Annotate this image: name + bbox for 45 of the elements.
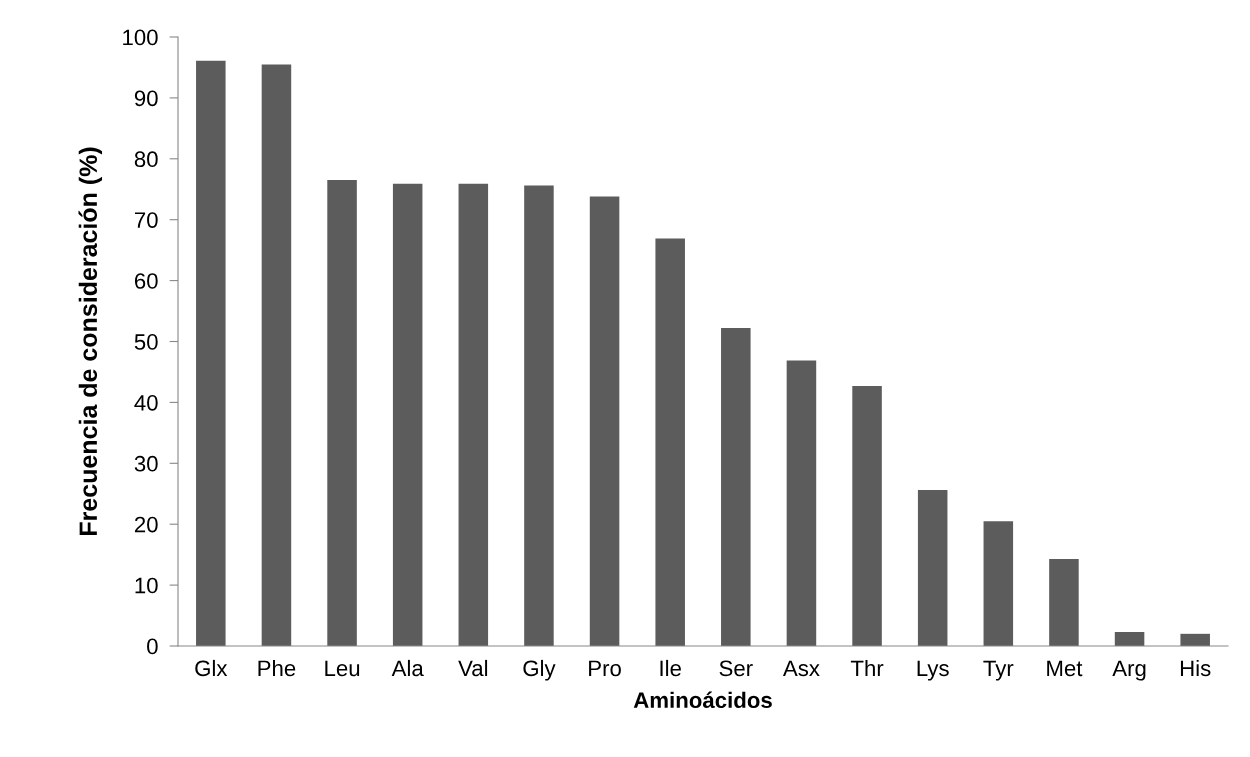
y-tick-label: 40 [134,394,158,411]
y-axis-title: Frecuencia de consideración (%) [78,147,103,536]
bar [1049,558,1079,646]
bar [721,328,751,646]
y-tick-label: 60 [134,273,158,289]
y-tick-label: 30 [134,455,158,472]
x-tick-label: Ala [391,659,424,677]
y-tick-label: 10 [135,577,158,594]
bar [917,490,948,646]
y-tick-label: 80 [134,151,158,168]
x-tick-label: Pro [589,660,621,677]
x-tick-label: Glx [195,659,228,677]
x-tick-label: Leu [325,660,360,677]
bar [392,183,423,646]
bar [261,64,292,646]
x-tick-label: Phe [258,659,296,677]
bar [458,183,489,646]
x-tick-label: Met [1047,660,1083,677]
y-tick-label: 90 [134,90,158,107]
x-tick-label: Arg [1112,660,1146,681]
y-tick-label: 0 [147,638,158,655]
x-tick-label: Asx [782,660,820,677]
y-tick-label: 50 [134,334,158,350]
bar [852,385,882,646]
bar [983,521,1014,646]
x-tick-label: His [1180,659,1211,677]
y-tick-label: 100 [123,29,158,46]
bar [589,196,620,646]
x-axis-title: Aminoácidos [633,691,772,709]
x-tick-label: Tyr [983,660,1014,681]
y-tick-label: 70 [134,212,158,228]
x-tick-label: Ser [719,660,753,677]
x-tick-label: Thr [850,659,884,676]
bar [196,60,226,646]
bar [524,185,554,646]
x-tick-label: Ile [660,659,681,677]
bar [1180,633,1210,646]
bar [327,180,357,646]
y-tick-label: 20 [134,516,158,533]
bar [786,360,817,646]
bar [655,238,685,646]
x-tick-label: Val [458,659,488,677]
x-tick-label: Lys [917,660,949,681]
bar [1114,631,1145,646]
x-tick-label: Gly [523,659,556,681]
